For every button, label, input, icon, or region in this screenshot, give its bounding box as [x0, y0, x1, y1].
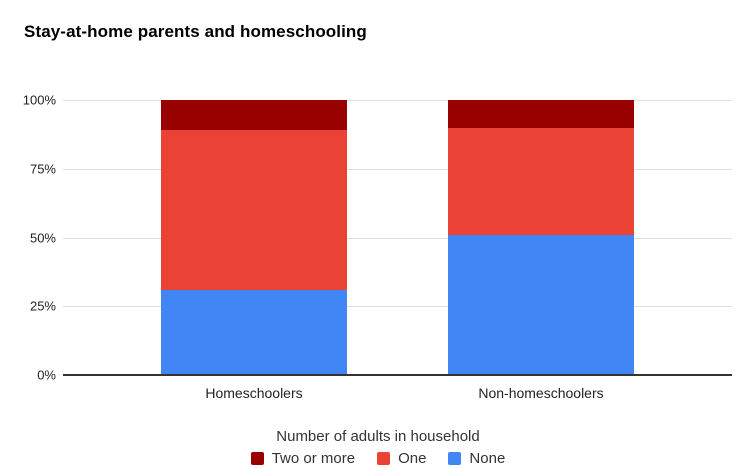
legend-item: Two or more	[250, 450, 356, 467]
bar-segment-none	[448, 234, 634, 375]
plot-area	[63, 100, 732, 376]
x-axis-label: Homeschoolers	[205, 385, 303, 401]
bar-segment-two-or-more	[161, 100, 347, 131]
y-axis-tick-label: 100%	[22, 92, 56, 108]
legend-title: Number of adults in household	[276, 428, 480, 445]
x-axis-label: Non-homeschoolers	[478, 385, 604, 401]
y-axis-tick-label: 50%	[29, 230, 56, 245]
legend-item-label: Two or more	[271, 450, 356, 467]
bar-segment-two-or-more	[448, 100, 634, 128]
legend-item-label: One	[398, 450, 427, 467]
bar-segment-none	[161, 289, 347, 375]
y-axis: 0% 25% 50% 75% 100%	[0, 94, 56, 382]
legend: Number of adults in household Two or mor…	[0, 428, 756, 467]
y-axis-tick-label: 25%	[29, 298, 56, 314]
y-axis-tick-label: 0%	[37, 367, 56, 383]
chart-title: Stay-at-home parents and homeschooling	[24, 22, 367, 41]
legend-item-label: None	[469, 450, 506, 467]
gridline	[63, 306, 732, 308]
legend-swatch	[250, 452, 264, 465]
x-axis: Homeschoolers Non-homeschoolers	[63, 385, 732, 405]
gridline	[63, 168, 732, 170]
x-axis-line	[63, 374, 732, 376]
legend-item: One	[377, 450, 426, 467]
bar-segment-one	[161, 130, 347, 290]
bar-segment-one	[448, 127, 634, 235]
gridline	[63, 100, 732, 101]
legend-swatch	[448, 452, 462, 465]
legend-swatch	[377, 452, 391, 465]
y-axis-tick-label: 75%	[29, 161, 56, 177]
legend-item: None	[448, 450, 505, 467]
legend-items: Two or more One None	[0, 450, 756, 467]
gridline	[63, 237, 732, 239]
